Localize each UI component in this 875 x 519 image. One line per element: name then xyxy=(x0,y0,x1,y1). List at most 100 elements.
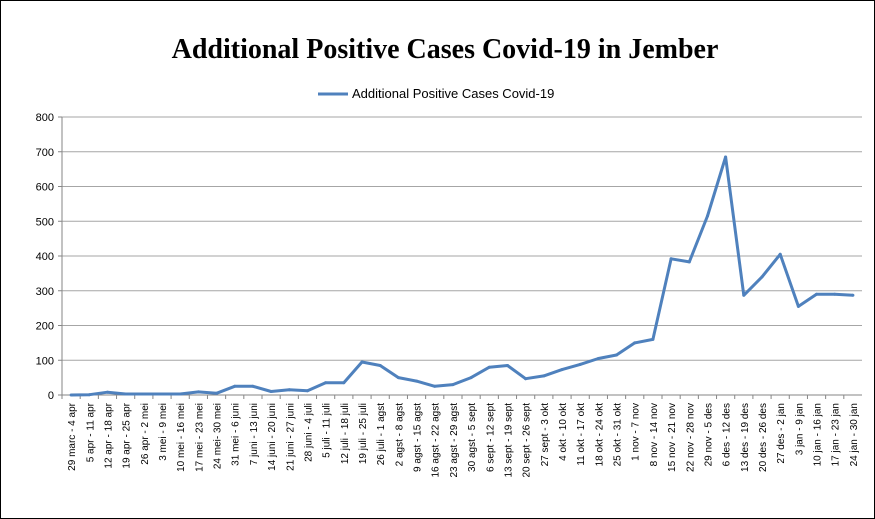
data-point xyxy=(178,392,182,396)
data-point xyxy=(106,390,109,394)
x-tick-label: 9 agst - 15 agst xyxy=(413,403,424,472)
x-tick-label: 2 agst - 8 agst xyxy=(394,403,405,467)
x-tick-label: 3 mei - 9 mei xyxy=(158,403,169,461)
data-point xyxy=(742,293,746,297)
x-tick-label: 28 juni - 4 juli xyxy=(303,403,314,462)
data-point xyxy=(306,389,309,393)
x-tick-label: 17 mei - 23 mei xyxy=(194,403,205,472)
legend-label: Additional Positive Cases Covid-19 xyxy=(352,86,554,101)
data-point xyxy=(469,376,473,380)
y-tick-label: 100 xyxy=(36,355,54,367)
x-tick-label: 20 sept - 26 sept xyxy=(522,403,533,478)
x-tick-label: 29 marc - 4 apr xyxy=(67,402,78,470)
data-point xyxy=(233,384,237,388)
data-point xyxy=(342,381,346,385)
data-point xyxy=(687,260,691,264)
data-point xyxy=(542,374,546,378)
x-tick-label: 17 jan - 23 jan xyxy=(831,403,842,466)
y-tick-label: 500 xyxy=(36,216,54,228)
x-tick-label: 23 agst - 29 agst xyxy=(449,403,460,478)
data-point xyxy=(396,376,400,380)
data-point xyxy=(251,384,255,388)
y-axis: 0 100 200 300 400 500 600 700 800 xyxy=(36,112,63,402)
x-tick-label: 8 nov - 14 nov xyxy=(649,403,660,466)
x-tick-label: 19 juli - 25 juli xyxy=(358,403,369,464)
x-tick-label: 13 des - 19 des xyxy=(740,403,751,472)
x-tick-label: 5 apr - 11 apr xyxy=(85,402,96,462)
data-point xyxy=(724,155,728,159)
x-tick-label: 27 des - 2 jan xyxy=(776,403,787,464)
data-point xyxy=(324,381,328,385)
y-tick-label: 300 xyxy=(36,286,54,298)
x-tick-label: 24 mei- 30 mei xyxy=(213,403,224,469)
data-point xyxy=(269,390,273,393)
series-line xyxy=(71,155,853,397)
data-point xyxy=(69,393,73,397)
data-point xyxy=(669,257,673,261)
x-tick-label: 22 nov - 28 nov xyxy=(685,403,696,472)
data-point xyxy=(160,392,164,396)
data-point xyxy=(578,362,582,366)
x-tick-label: 16 agst - 22 agst xyxy=(431,403,442,478)
x-tick-label: 6 sept - 12 sept xyxy=(485,403,496,472)
x-tick-label: 4 okt - 10 okt xyxy=(558,403,569,461)
data-point xyxy=(433,384,437,388)
data-point xyxy=(196,390,200,394)
y-tick-label: 700 xyxy=(36,147,54,159)
data-point xyxy=(506,364,509,367)
data-point xyxy=(87,393,91,397)
x-tick-label: 11 okt - 17 okt xyxy=(576,403,587,466)
y-tick-label: 600 xyxy=(36,182,54,194)
x-tick-label: 19 apr - 25 apr xyxy=(122,402,133,468)
data-point xyxy=(833,292,837,296)
x-tick-label: 31 mei - 6 juni xyxy=(231,403,242,466)
x-tick-label: 5 juli - 11 juli xyxy=(322,403,333,458)
data-point xyxy=(451,383,455,387)
y-tick-label: 0 xyxy=(48,390,54,402)
data-point xyxy=(815,292,818,296)
x-axis: 29 marc - 4 apr 5 apr - 11 apr 12 apr - 18… xyxy=(61,394,862,478)
data-point xyxy=(706,214,709,218)
data-point xyxy=(415,379,418,383)
y-tick-label: 200 xyxy=(36,321,54,333)
data-point xyxy=(560,368,564,372)
x-tick-label: 21 juni - 27 juni xyxy=(285,403,296,471)
data-point xyxy=(287,388,291,392)
gridlines xyxy=(62,116,862,361)
x-tick-label: 29 nov - 5 des xyxy=(703,403,714,466)
x-tick-label: 10 mei - 16 mei xyxy=(176,403,187,472)
x-tick-label: 24 jan - 30 jan xyxy=(849,403,860,466)
x-tick-label: 12 apr - 18 apr xyxy=(103,402,114,468)
x-tick-label: 7 juni - 13 juni xyxy=(249,403,260,465)
x-tick-label: 25 okt - 31 okt xyxy=(613,403,624,467)
y-tick-label: 400 xyxy=(36,251,54,263)
data-point xyxy=(778,252,782,256)
x-tick-label: 15 nov - 21 nov xyxy=(667,403,678,472)
data-point xyxy=(142,392,146,396)
data-point xyxy=(851,293,855,297)
data-point xyxy=(796,304,800,308)
data-point xyxy=(487,365,491,369)
legend: Additional Positive Cases Covid-19 xyxy=(318,86,554,101)
data-point xyxy=(524,377,528,381)
data-point xyxy=(596,357,600,360)
data-point xyxy=(360,360,364,364)
data-point xyxy=(615,353,618,357)
x-tick-label: 14 juni - 20 juni xyxy=(267,403,278,471)
x-tick-label: 26 juli - 1 agst xyxy=(376,403,387,465)
data-point xyxy=(633,341,637,345)
x-tick-label: 18 okt - 24 okt xyxy=(594,403,605,467)
x-tick-label: 27 sept - 3 okt xyxy=(540,403,551,467)
data-point xyxy=(378,364,382,367)
chart-title: Additional Positive Cases Covid-19 in Je… xyxy=(172,34,719,65)
data-point xyxy=(215,391,218,395)
data-point xyxy=(760,275,764,279)
x-tick-label: 26 apr - 2 mei xyxy=(140,403,151,465)
data-point xyxy=(651,337,655,341)
x-tick-label: 10 jan - 16 jan xyxy=(813,403,824,466)
series-group xyxy=(69,155,855,397)
x-tick-label: 12 juli - 18 juli xyxy=(340,403,351,464)
data-point xyxy=(124,392,128,396)
x-tick-label: 13 sept - 19 sept xyxy=(503,403,514,478)
